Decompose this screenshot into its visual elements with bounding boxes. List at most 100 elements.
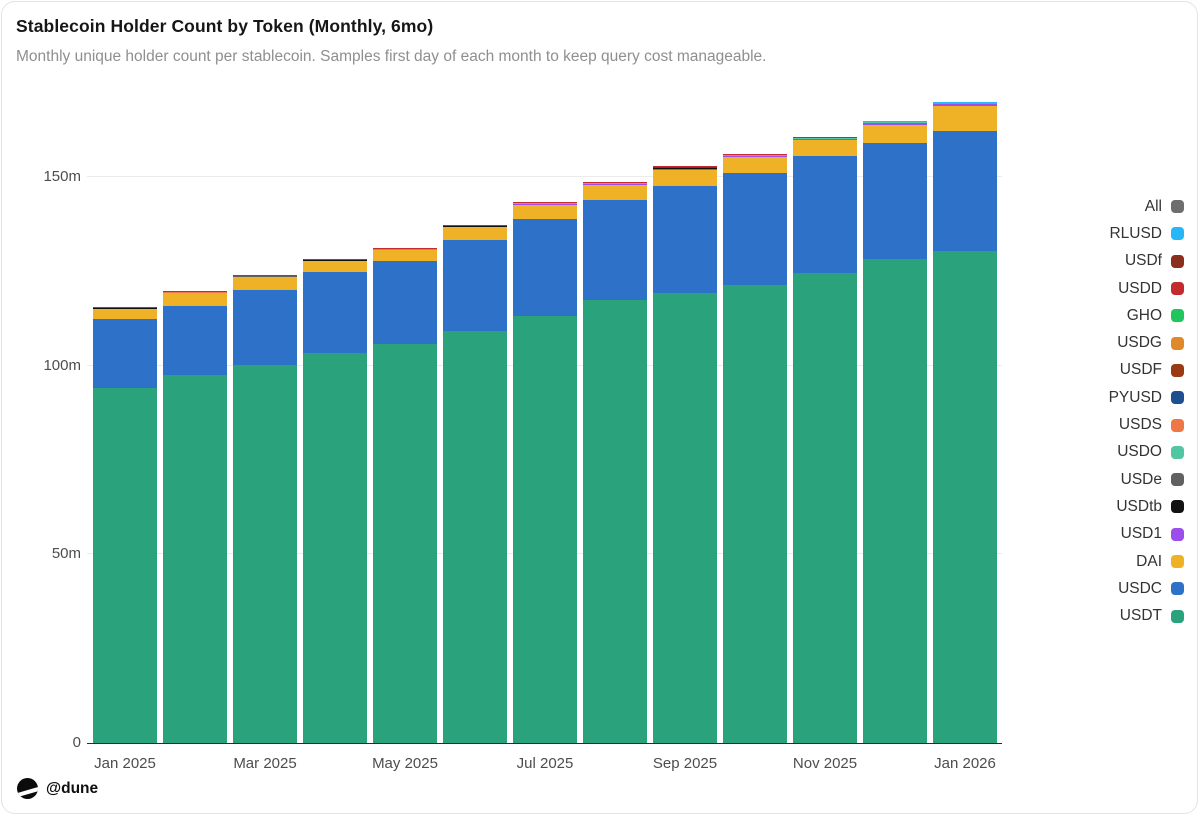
bar-segment-USDC (93, 318, 157, 388)
legend-item-GHO[interactable]: GHO (1109, 302, 1184, 329)
x-tick-Jan-2025: Jan 2025 (94, 755, 156, 772)
bar-segment-USDT (163, 375, 227, 743)
legend-label-USDT: USDT (1119, 607, 1162, 625)
chart-legend: All RLUSD USDf USDD GHO USDG USDF PYUSD USDS USDO… (1109, 193, 1184, 630)
bar-segment-USDT (793, 272, 857, 743)
bar-segment-USDC (513, 218, 577, 316)
bar-Jul-2025 (513, 201, 577, 743)
bar-segment-DAI (863, 124, 927, 144)
bar-Jan-2026 (933, 101, 997, 743)
bar-segment-USDT (93, 387, 157, 743)
legend-swatch-USDS (1171, 418, 1184, 432)
bar-segment-DAI (793, 140, 857, 156)
legend-label-USDtb: USDtb (1116, 497, 1162, 515)
x-tick-Nov-2025: Nov 2025 (792, 755, 858, 772)
bar-segment-USDtb (653, 167, 717, 169)
legend-swatch-USDe (1171, 473, 1184, 487)
legend-item-USDS[interactable]: USDS (1109, 411, 1184, 438)
legend-label-USDC: USDC (1118, 579, 1162, 597)
page-title: Stablecoin Holder Count by Token (Monthl… (16, 16, 434, 36)
x-tick-Mar-2025: Mar 2025 (233, 755, 297, 772)
bar-segment-USD1 (583, 183, 647, 185)
legend-label-USDF: USDF (1119, 361, 1162, 379)
bar-segment-DAI (513, 204, 577, 219)
bar-segment-USD1 (793, 138, 857, 141)
bar-segment-USDT (583, 300, 647, 743)
bar-segment-USD1 (93, 307, 157, 309)
legend-item-USDtb[interactable]: USDtb (1109, 493, 1184, 520)
legend-item-RLUSD[interactable]: RLUSD (1109, 220, 1184, 247)
legend-item-All[interactable]: All (1109, 193, 1184, 220)
legend-swatch-USDG (1171, 336, 1184, 350)
bar-segment-USD1 (303, 259, 367, 261)
x-tick-Jul-2025: Jul 2025 (516, 755, 574, 772)
bar-Feb-2025 (163, 291, 227, 743)
legend-item-USDO[interactable]: USDO (1109, 439, 1184, 466)
legend-swatch-All (1171, 200, 1184, 214)
bar-Jun-2025 (443, 224, 507, 743)
bar-segment-USDC (303, 271, 367, 353)
bar-Apr-2025 (303, 258, 367, 743)
bar-Mar-2025 (233, 274, 297, 743)
bar-segment-USDT (513, 315, 577, 743)
y-tick-100m: 100m (43, 356, 81, 374)
legend-label-USDD: USDD (1118, 279, 1162, 297)
attribution-handle: @dune (46, 779, 99, 797)
legend-item-USDe[interactable]: USDe (1109, 466, 1184, 493)
legend-swatch-USDf (1171, 254, 1184, 268)
bar-Nov-2025 (793, 136, 857, 743)
bar-segment-DAI (93, 308, 157, 319)
bar-Aug-2025 (583, 181, 647, 743)
dune-logo-icon (17, 778, 38, 799)
bar-Oct-2025 (723, 153, 787, 743)
legend-item-USDf[interactable]: USDf (1109, 248, 1184, 275)
legend-swatch-RLUSD (1171, 227, 1184, 241)
legend-item-USD1[interactable]: USD1 (1109, 521, 1184, 548)
bar-segment-USD1 (513, 203, 577, 205)
bar-segment-DAI (583, 184, 647, 201)
bar-segment-USDT (233, 364, 297, 743)
x-tick-Sep-2025: Sep 2025 (652, 755, 718, 772)
legend-item-USDG[interactable]: USDG (1109, 329, 1184, 356)
legend-label-USDG: USDG (1117, 334, 1162, 352)
legend-label-USDO: USDO (1117, 443, 1162, 461)
legend-item-DAI[interactable]: DAI (1109, 548, 1184, 575)
legend-item-USDF[interactable]: USDF (1109, 357, 1184, 384)
legend-swatch-USDC (1171, 582, 1184, 596)
attribution: @dune (17, 778, 98, 799)
bar-segment-USD1 (233, 276, 297, 277)
bar-segment-USDC (583, 200, 647, 301)
legend-label-USDS: USDS (1118, 416, 1162, 434)
bar-Sep-2025 (653, 166, 717, 743)
bar-segment-USD1 (163, 292, 227, 294)
legend-label-USD1: USD1 (1120, 525, 1162, 543)
y-tick-0: 0 (72, 734, 81, 751)
bar-segment-DAI (723, 157, 787, 173)
legend-label-USDf: USDf (1124, 252, 1162, 270)
bar-Dec-2025 (863, 120, 927, 743)
bar-segment-USDT (303, 352, 367, 743)
legend-item-USDC[interactable]: USDC (1109, 575, 1184, 602)
legend-label-PYUSD: PYUSD (1108, 388, 1162, 406)
legend-swatch-PYUSD (1171, 391, 1184, 405)
stacked-bar-chart (87, 96, 1002, 744)
bar-segment-DAI (373, 250, 437, 262)
x-tick-Jan-2026: Jan 2026 (934, 755, 996, 772)
legend-swatch-USDtb (1171, 500, 1184, 514)
bar-segment-USD1 (723, 155, 787, 158)
legend-label-RLUSD: RLUSD (1109, 224, 1162, 242)
bar-segment-USDT (723, 284, 787, 743)
legend-item-PYUSD[interactable]: PYUSD (1109, 384, 1184, 411)
bar-segment-USD1 (933, 104, 997, 107)
legend-item-USDT[interactable]: USDT (1109, 602, 1184, 629)
bar-segment-DAI (233, 277, 297, 290)
legend-label-GHO: GHO (1126, 306, 1162, 324)
bar-segment-USDC (163, 306, 227, 376)
legend-swatch-USDD (1171, 282, 1184, 296)
bar-segment-USDT (933, 250, 997, 743)
legend-item-USDD[interactable]: USDD (1109, 275, 1184, 302)
bar-segment-USDC (863, 143, 927, 259)
legend-swatch-DAI (1171, 555, 1184, 568)
legend-label-DAI: DAI (1136, 552, 1162, 570)
bar-Jan-2025 (93, 306, 157, 743)
